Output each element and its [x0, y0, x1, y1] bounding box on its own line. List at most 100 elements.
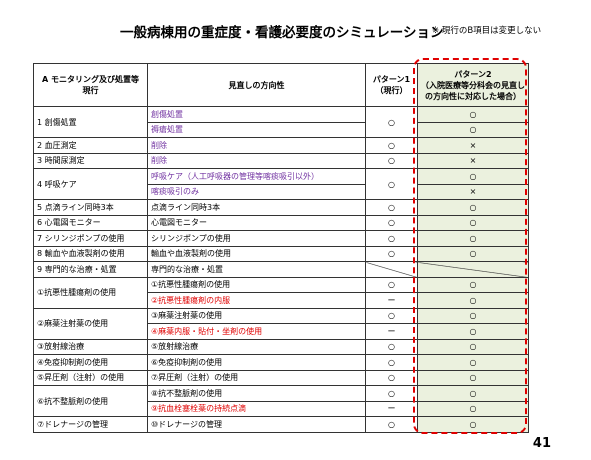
pattern1-cell: ○ — [365, 307, 418, 324]
header-line: の方向性に対応した場合） — [425, 91, 521, 101]
item-cell: 2 血圧測定 — [33, 137, 148, 154]
header-cell: パターン1 （現行） — [365, 63, 418, 107]
table-row: 6 心電図モニター 心電図モニター ○ ○ — [33, 214, 529, 231]
pattern2-cell: × — [417, 137, 529, 154]
pattern1-cell — [365, 261, 418, 278]
pattern1-cell: ○ — [365, 385, 418, 402]
pattern1-cell: ○ — [365, 338, 418, 355]
pattern2-cell: ○ — [417, 106, 529, 123]
pattern1-cell: ○ — [365, 168, 418, 200]
direction-cell: 呼吸ケア（人工呼吸器の管理等喀痰吸引以外） — [147, 168, 366, 185]
direction-cell: 点滴ライン同時3本 — [147, 199, 366, 216]
pattern2-cell: ○ — [417, 121, 529, 138]
pattern1-cell: ○ — [365, 214, 418, 231]
pattern1-cell: ○ — [365, 230, 418, 247]
item-cell: 3 時間尿測定 — [33, 152, 148, 169]
table-row: 褥瘡処置 ○ — [34, 121, 529, 138]
direction-cell: 心電図モニター — [147, 214, 366, 231]
item-cell: ④免疫抑制剤の使用 — [33, 354, 148, 371]
direction-cell: ⑦昇圧剤（注射）の使用 — [147, 369, 366, 386]
item-cell: 6 心電図モニター — [33, 214, 148, 231]
table-row: ⑤昇圧剤（注射）の使用 ⑦昇圧剤（注射）の使用 ○ ○ — [33, 369, 529, 386]
item-cell: ②麻薬注射薬の使用 — [33, 307, 148, 340]
pattern2-cell — [417, 261, 529, 278]
direction-cell: ②抗悪性腫瘍剤の内服 — [147, 292, 366, 309]
direction-cell: ⑨抗血栓塞栓薬の持続点滴 — [147, 400, 366, 417]
pattern1-cell: ○ — [365, 199, 418, 216]
item-cell: 1 創傷処置 — [33, 106, 148, 138]
item-cell: 7 シリンジポンプの使用 — [33, 230, 148, 247]
pattern1-cell: ○ — [365, 416, 418, 433]
direction-cell: 削除 — [147, 137, 366, 154]
table-row: ④麻薬内服・貼付・坐剤の使用ー ○ — [34, 323, 529, 340]
item-cell: 4 呼吸ケア — [33, 168, 148, 200]
pattern2-cell: × — [417, 183, 529, 200]
direction-cell: ①抗悪性腫瘍剤の使用 — [147, 276, 366, 293]
header-line: 現行 — [82, 86, 99, 95]
pattern1-cell: ○ — [365, 369, 418, 386]
direction-cell: ⑥免疫抑制剤の使用 — [147, 354, 366, 371]
table-row: 9 専門的な治療・処置 専門的な治療・処置 — [33, 261, 529, 278]
item-cell: 9 専門的な治療・処置 — [33, 261, 148, 278]
table-row: 喀痰吸引のみ × — [34, 183, 529, 200]
table-row: 2 血圧測定 削除 ○ × — [33, 137, 529, 154]
pattern1-cell: ○ — [365, 276, 418, 293]
header-cell: 見直しの方向性 — [147, 63, 366, 107]
direction-cell: シリンジポンプの使用 — [147, 230, 366, 247]
item-cell: ①抗悪性腫瘍剤の使用 — [33, 276, 148, 309]
direction-cell: 創傷処置 — [147, 106, 366, 123]
item-cell: ⑥抗不整脈剤の使用 — [33, 385, 148, 417]
table-row: 5 点滴ライン同時3本 点滴ライン同時3本 ○ ○ — [33, 199, 529, 216]
pattern1-cell: ○ — [365, 106, 418, 138]
header-line: （現行） — [375, 86, 408, 95]
pattern2-cell: × — [417, 152, 529, 169]
pattern2-cell: ○ — [417, 276, 529, 293]
table-row: ①抗悪性腫瘍剤の使用 ①抗悪性腫瘍剤の使用 ○ ○ — [33, 276, 529, 309]
table-body: 1 創傷処置 創傷処置 ○ ○ 褥瘡処置 ○ 2 血圧測定 削除 ○ × 3 時間尿測定 削除 ○ × 4 … — [33, 106, 529, 433]
header-line: （入院医療等分科会の見直し — [421, 80, 525, 90]
direction-cell: ⑩ドレナージの管理 — [147, 416, 366, 433]
pattern2-cell: ○ — [417, 199, 529, 216]
direction-cell: 専門的な治療・処置 — [147, 261, 366, 278]
pattern2-cell: ○ — [417, 230, 529, 247]
pattern1-cell: ○ — [365, 354, 418, 371]
header-line: パターン2 — [454, 69, 492, 79]
item-cell: ⑦ドレナージの管理 — [33, 416, 148, 433]
header-line: 見直しの方向性 — [228, 80, 285, 90]
header-cell: パターン2 （入院医療等分科会の見直し の方向性に対応した場合） — [417, 63, 529, 107]
pattern2-cell: ○ — [417, 292, 529, 309]
pattern2-cell: ○ — [417, 416, 529, 433]
item-cell: 8 輸血や血液製剤の使用 — [33, 245, 148, 262]
direction-cell: ④麻薬内服・貼付・坐剤の使用 — [147, 323, 366, 340]
pattern2-cell: ○ — [417, 214, 529, 231]
header-row: A モニタリング及び処置等 現行 見直しの方向性 パターン1 （現行） パターン2 （入院医… — [33, 63, 529, 107]
direction-cell: ⑧抗不整脈剤の使用 — [147, 385, 366, 402]
table-row: 4 呼吸ケア 呼吸ケア（人工呼吸器の管理等喀痰吸引以外） ○ ○ — [33, 168, 529, 200]
pattern2-cell: ○ — [417, 323, 529, 340]
page-number: 41 — [532, 436, 551, 451]
direction-cell: ③麻薬注射薬の使用 — [147, 307, 366, 324]
pattern1-cell: ○ — [365, 245, 418, 262]
pattern1-cell: ー — [365, 292, 418, 309]
header-line: A モニタリング及び処置等 — [42, 75, 139, 84]
item-cell: ③放射線治療 — [33, 338, 148, 355]
pattern2-cell: ○ — [417, 245, 529, 262]
table-row: 7 シリンジポンプの使用 シリンジポンプの使用 ○ ○ — [33, 230, 529, 247]
header-cell: A モニタリング及び処置等 現行 — [33, 63, 148, 107]
pattern2-cell: ○ — [417, 400, 529, 417]
pattern1-cell: ー — [365, 400, 418, 417]
table-row: 8 輸血や血液製剤の使用 輸血や血液製剤の使用 ○ ○ — [33, 245, 529, 262]
direction-cell: 輸血や血液製剤の使用 — [147, 245, 366, 262]
table-row: ③放射線治療 ⑤放射線治療 ○ ○ — [33, 338, 529, 355]
item-cell: 5 点滴ライン同時3本 — [33, 199, 148, 216]
pattern1-cell: ー — [365, 323, 418, 340]
pattern2-cell: ○ — [417, 385, 529, 402]
table: A モニタリング及び処置等 現行 見直しの方向性 パターン1 （現行） パターン2 （入院医… — [33, 63, 529, 433]
pattern2-cell: ○ — [417, 369, 529, 386]
table-row: ⑦ドレナージの管理 ⑩ドレナージの管理 ○ ○ — [33, 416, 529, 433]
direction-cell: 喀痰吸引のみ — [147, 183, 366, 200]
title: 一般病棟用の重症度・看護必要度のシミュレーション — [120, 25, 444, 41]
table-row: 1 創傷処置 創傷処置 ○ ○ — [33, 106, 529, 138]
pattern1-cell: ○ — [365, 137, 418, 154]
